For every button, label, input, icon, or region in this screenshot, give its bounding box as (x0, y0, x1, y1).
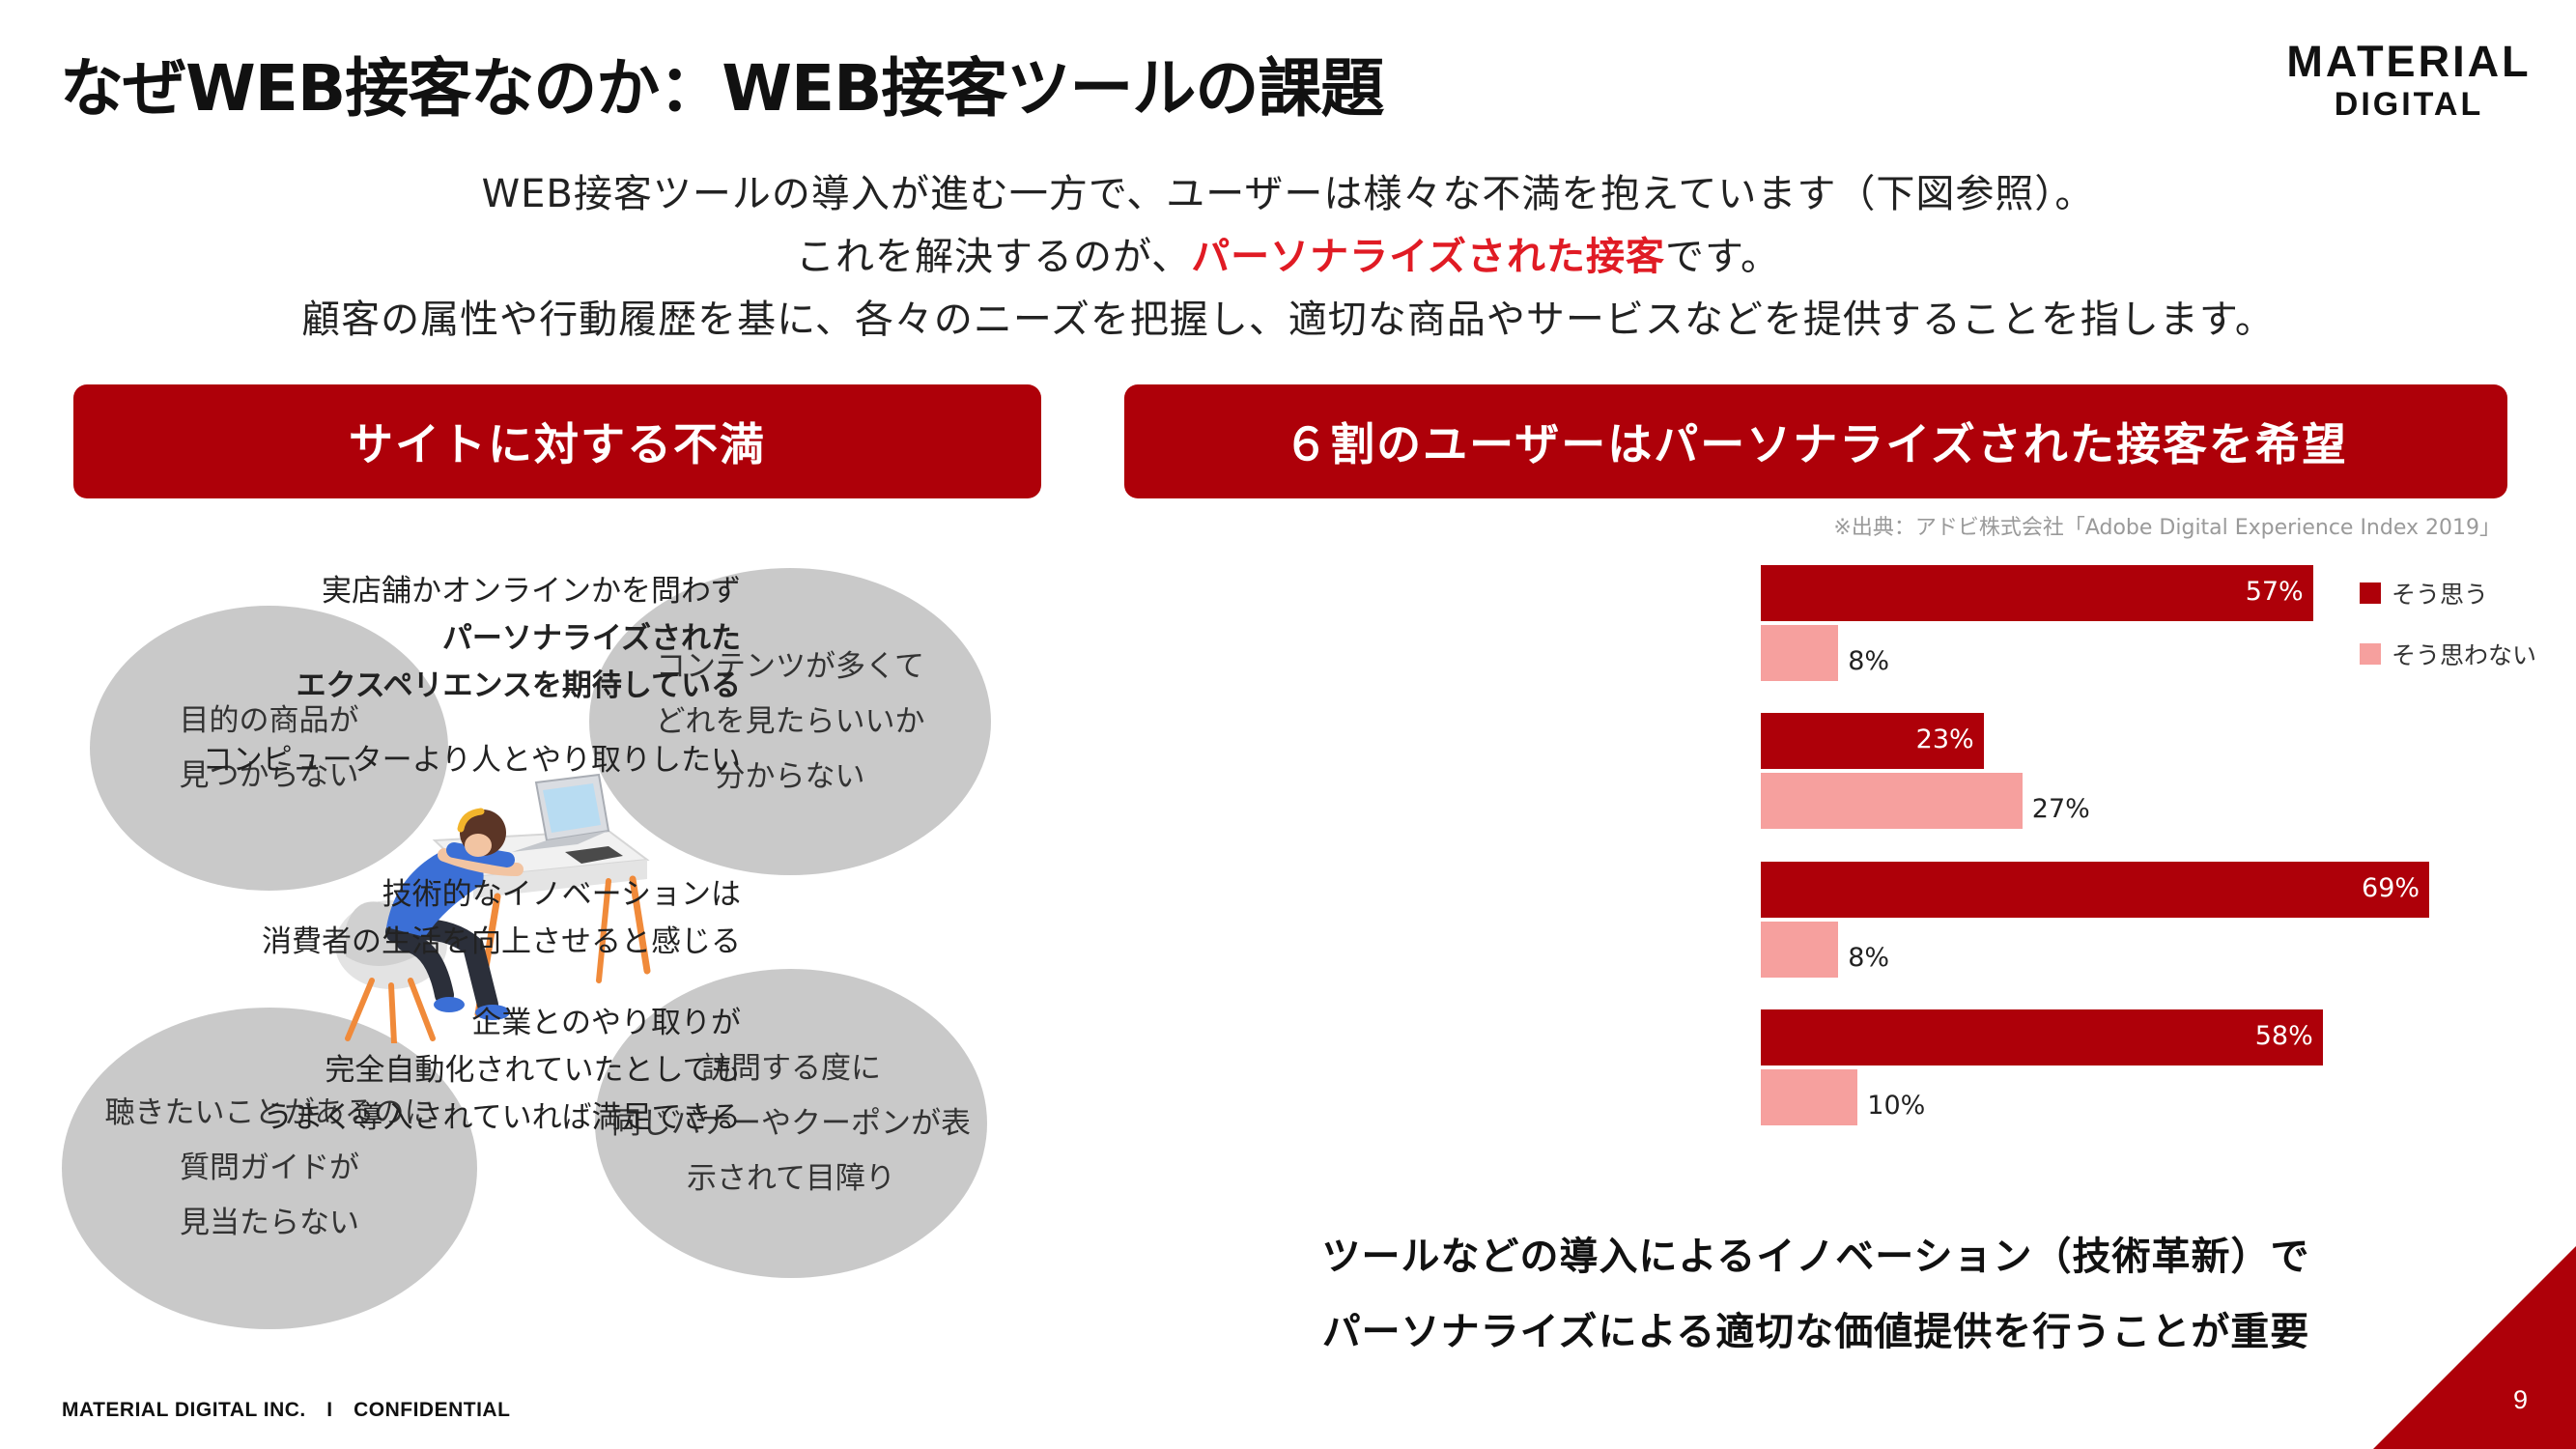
category-line: パーソナライズされた (441, 621, 741, 656)
legend-label-disagree: そう思わない (2392, 641, 2537, 669)
chart-category-label-4: 企業とのやり取りが 完全自動化されていたとしても うまく導入されていれば満足でき… (264, 1000, 741, 1142)
conclusion-line1: ツールなどの導入によるイノベーション（技術革新）で (1321, 1235, 2310, 1279)
bubble-line: コンテンツが多くて (655, 648, 925, 684)
logo-line1: MATERIAL (2286, 37, 2532, 86)
chart-value-label-disagree-4: 10% (1867, 1091, 1926, 1121)
bubble-line: 分からない (715, 758, 865, 794)
left-section-banner-text: サイトに対する不満 (349, 418, 766, 470)
intro-line3: 顧客の属性や行動履歴を基に、各々のニーズを把握し、適切な商品やサービスなどを提供… (301, 298, 2275, 342)
chart-bar-disagree-3 (1761, 922, 1839, 978)
category-line: コンピューターより人とやり取りしたい (202, 743, 741, 778)
category-line: 実店舗かオンラインかを問わず (322, 574, 741, 609)
chart-bar-agree-4: 58% (1761, 1009, 2323, 1065)
footer-company: MATERIAL DIGITAL INC. I CONFIDENTIAL (62, 1399, 511, 1421)
bubble-line: どれを見たらいいか (655, 703, 925, 739)
frustrated-user-illustration (335, 773, 651, 1043)
chart-category-label-1: 実店舗かオンラインかを問わず パーソナライズされた エクスペリエンスを期待してい… (297, 568, 741, 710)
corner-decoration (2373, 1246, 2576, 1449)
right-section-banner: ６割のユーザーはパーソナライズされた接客を希望 (1124, 384, 2507, 498)
chart-value-label-disagree-3: 8% (1848, 943, 1890, 973)
intro-line2-after: です。 (1665, 235, 1780, 279)
chart-value-label-disagree-2: 27% (2031, 794, 2090, 824)
bubble-line: 目的の商品が (179, 702, 359, 738)
left-section-banner: サイトに対する不満 (73, 384, 1041, 498)
chart-value-label-disagree-1: 8% (1848, 646, 1890, 676)
bubble-line: 同じバナーやクーポンが表 (611, 1105, 971, 1141)
chart-bar-agree-1: 57% (1761, 565, 2313, 621)
chart-category-label-2: コンピューターより人とやり取りしたい (203, 737, 741, 784)
intro-line2-accent: パーソナライズされた接客 (1191, 235, 1665, 279)
page-number: 9 (2512, 1385, 2528, 1414)
chart-bar-agree-3: 69% (1761, 862, 2430, 918)
chart-value-label-agree-1: 57% (2245, 577, 2304, 607)
bubble-line: 示されて目障り (686, 1160, 896, 1196)
bubble-line: 聴きたいことがあるのに (104, 1095, 435, 1130)
legend-swatch-agree (2360, 582, 2381, 604)
complaint-bubble-4: 訪問する度に 同じバナーやクーポンが表 示されて目障り (595, 969, 987, 1278)
source-note: ※出典：アドビ株式会社「Adobe Digital Experience Ind… (1833, 516, 2501, 540)
bubble-line: 訪問する度に (701, 1050, 881, 1086)
bubble-line: 質問ガイドが (180, 1151, 359, 1185)
conclusion-line2: パーソナライズによる適切な価値提供を行うことが重要 (1321, 1310, 2310, 1354)
bubble-line: 見つからない (179, 757, 359, 793)
chart-bar-disagree-2 (1761, 773, 2023, 829)
category-line: 技術的なイノベーションは (382, 877, 741, 912)
chart-bar-agree-2: 23% (1761, 713, 1984, 769)
intro-line2-before: これを解決するのが、 (795, 235, 1192, 279)
category-line: 完全自動化されていたとしても (325, 1053, 741, 1088)
intro-line2: これを解決するのが、パーソナライズされた接客です。 (0, 225, 2576, 281)
category-line: うまく導入されていれば満足できる (263, 1100, 741, 1135)
right-section-banner-text: ６割のユーザーはパーソナライズされた接客を希望 (1284, 418, 2348, 470)
chart-bar-disagree-4 (1761, 1069, 1858, 1125)
page-title: なぜWEB接客なのか：WEB接客ツールの課題 (60, 51, 1384, 126)
legend-swatch-disagree (2360, 643, 2381, 665)
chart-bar-disagree-1 (1761, 625, 1839, 681)
complaint-bubble-1: 目的の商品が 見つからない (90, 606, 448, 891)
complaint-bubble-3: 聴きたいことがあるのに 質問ガイドが 見当たらない (62, 1008, 477, 1329)
category-line: エクスペリエンスを期待している (296, 668, 741, 703)
category-line: 企業とのやり取りが (471, 1006, 741, 1040)
chart-value-label-agree-4: 58% (2254, 1021, 2313, 1051)
chart-value-label-agree-3: 69% (2362, 873, 2420, 903)
category-line: 消費者の生活を向上させると感じる (262, 924, 741, 959)
complaint-bubble-2: コンテンツが多くて どれを見たらいいか 分からない (589, 568, 991, 875)
intro-line1: WEB接客ツールの導入が進む一方で、ユーザーは様々な不満を抱えています（下図参照… (481, 172, 2095, 216)
legend-label-agree: そう思う (2392, 581, 2489, 609)
company-logo: MATERIAL DIGITAL (2259, 39, 2559, 124)
chart-category-label-3: 技術的なイノベーションは 消費者の生活を向上させると感じる (262, 871, 741, 966)
logo-line2: DIGITAL (2334, 86, 2484, 123)
chart-value-label-agree-2: 23% (1915, 724, 1974, 754)
bubble-line: 見当たらない (180, 1206, 359, 1240)
